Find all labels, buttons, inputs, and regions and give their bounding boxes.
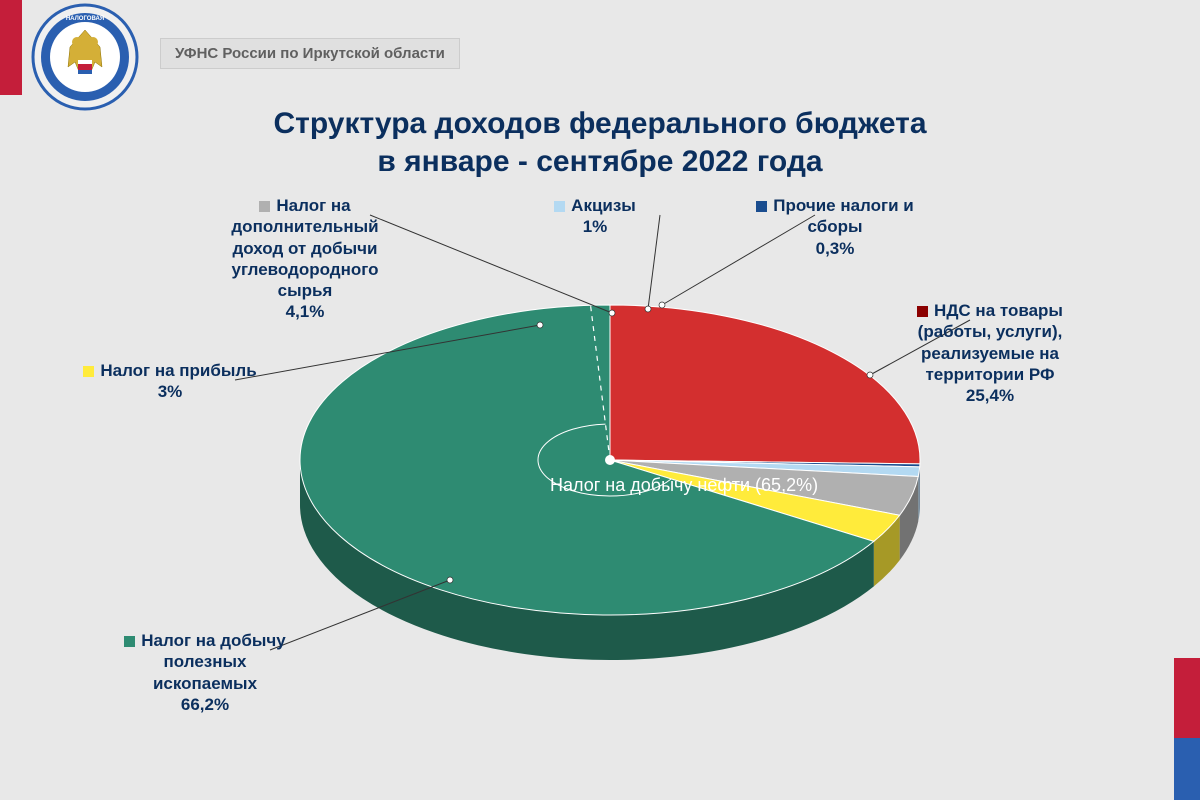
accent-bar-bottom-red — [1174, 658, 1200, 738]
marker-excise — [554, 201, 565, 212]
marker-nds — [917, 306, 928, 317]
marker-other — [756, 201, 767, 212]
label-nds: НДС на товары(работы, услуги),реализуемы… — [890, 300, 1090, 406]
center-label: Налог на добычу нефти (65,2%) — [550, 475, 818, 496]
label-mining: Налог на добычуполезныхископаемых66,2% — [105, 630, 305, 715]
marker-mining — [124, 636, 135, 647]
accent-bar-bottom-blue — [1174, 738, 1200, 800]
label-excise: Акцизы1% — [495, 195, 695, 238]
label-hydrocarbon: Налог надополнительныйдоход от добычиугл… — [205, 195, 405, 323]
marker-profit — [83, 366, 94, 377]
label-profit: Налог на прибыль3% — [70, 360, 270, 403]
label-other: Прочие налоги исборы0,3% — [735, 195, 935, 259]
marker-hydrocarbon — [259, 201, 270, 212]
slice-nds — [610, 305, 920, 464]
